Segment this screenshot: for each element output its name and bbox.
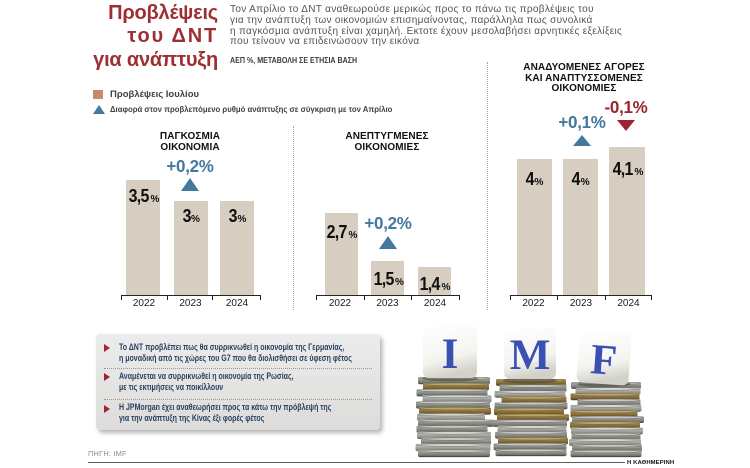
svg-text:I: I (442, 331, 459, 378)
svg-text:F: F (589, 336, 618, 385)
svg-text:M: M (510, 332, 551, 379)
